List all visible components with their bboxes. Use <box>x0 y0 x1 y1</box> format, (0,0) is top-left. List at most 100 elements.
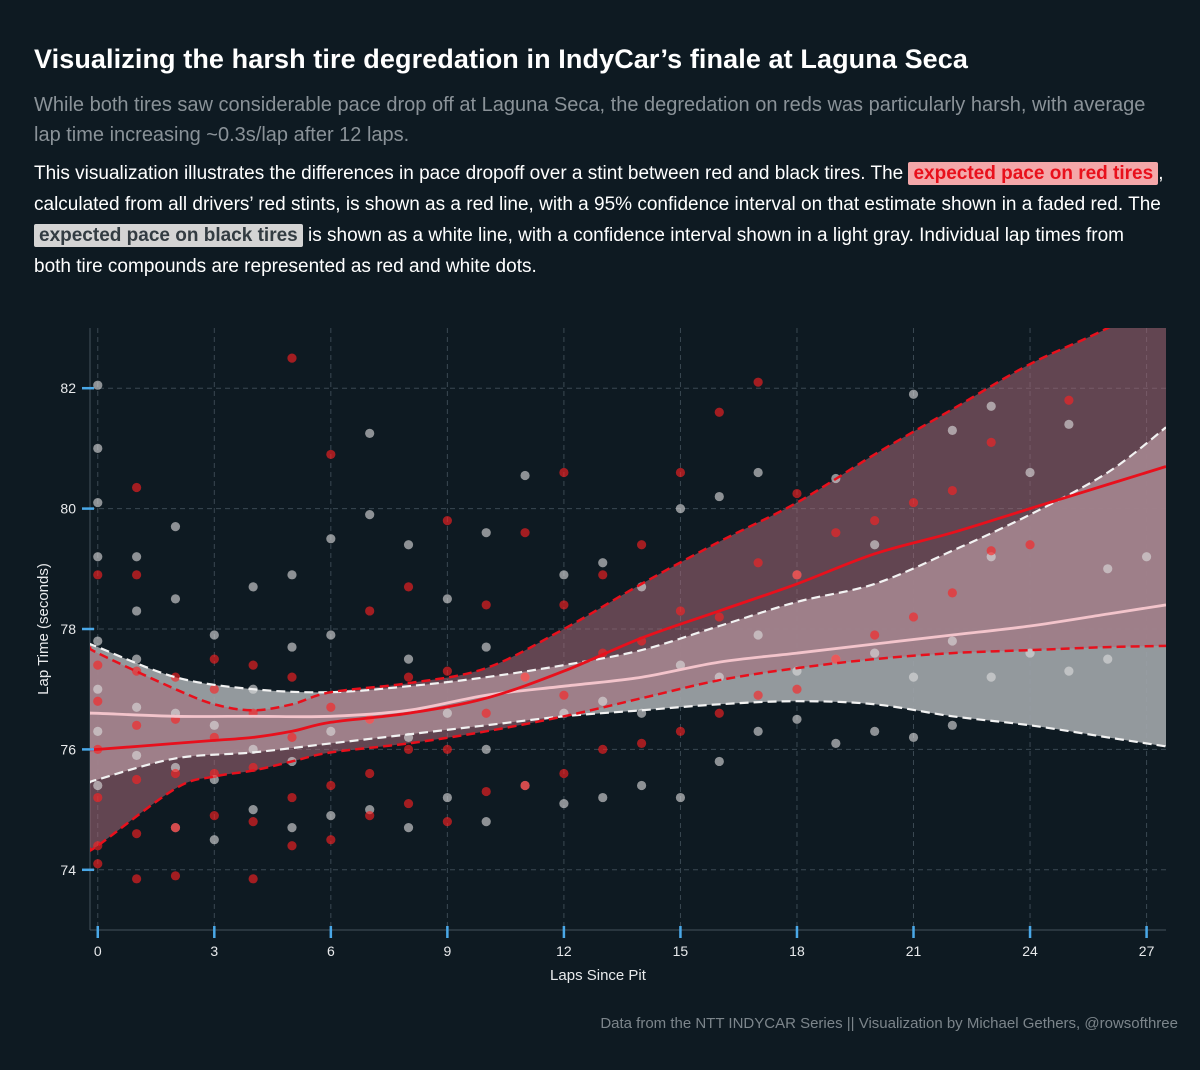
y-tick-label: 76 <box>60 741 76 757</box>
red-tire-lap-point <box>481 786 491 797</box>
black-tire-lap-point <box>675 792 686 803</box>
x-tick-label: 15 <box>673 943 689 959</box>
x-tick-label: 9 <box>443 943 451 959</box>
black-tire-lap-point <box>520 470 530 481</box>
red-tire-lap-point <box>170 768 181 779</box>
x-tick-label: 21 <box>906 943 922 959</box>
y-tick-label: 80 <box>60 501 76 517</box>
y-tick-label: 78 <box>60 621 76 637</box>
black-tire-lap-point <box>93 726 103 736</box>
black-tire-lap-point <box>598 696 608 706</box>
red-tire-lap-point <box>481 600 491 610</box>
black-tire-lap-point <box>753 630 763 640</box>
red-tire-lap-point <box>442 516 452 526</box>
red-tire-lap-point <box>442 817 452 827</box>
red-tire-lap-point <box>831 528 841 538</box>
black-tire-lap-point <box>326 534 336 544</box>
red-tire-lap-point <box>326 835 336 845</box>
red-tire-lap-point <box>326 702 336 712</box>
x-tick-label: 27 <box>1139 943 1155 959</box>
black-tire-lap-point <box>326 811 336 821</box>
black-ci-lower-line <box>90 700 1166 784</box>
x-tick-label: 24 <box>1022 943 1038 959</box>
black-tire-lap-point <box>442 594 452 604</box>
red-tire-lap-point <box>326 449 336 460</box>
red-tire-lap-point <box>248 817 258 827</box>
red-tire-lap-point <box>93 660 103 670</box>
black-tires-highlight: expected pace on black tires <box>34 224 303 247</box>
red-tires-highlight: expected pace on red tires <box>908 162 1159 185</box>
black-tire-lap-point <box>170 594 181 604</box>
y-axis-label: Lap Time (seconds) <box>35 563 52 695</box>
black-tire-lap-point <box>947 720 957 730</box>
x-tick-label: 3 <box>210 943 218 959</box>
black-tire-lap-point <box>93 380 103 390</box>
black-tire-lap-point <box>1064 419 1074 429</box>
red-tire-lap-point <box>598 744 608 755</box>
red-tire-lap-point <box>870 516 880 526</box>
black-tire-lap-point <box>248 805 258 815</box>
black-tire-lap-point <box>947 425 957 435</box>
black-tire-lap-point <box>559 570 569 580</box>
black-tire-lap-point <box>442 792 452 803</box>
red-tire-lap-point <box>93 696 103 706</box>
axes: 74 76 78 80 82 0 3 6 9 12 15 18 21 24 27 Laps Since Pit… <box>35 380 1155 984</box>
red-tire-lap-point <box>170 672 181 682</box>
red-tire-lap-point <box>403 744 414 755</box>
red-tire-lap-point <box>481 708 491 718</box>
y-tick-label: 74 <box>60 862 76 878</box>
red-tire-lap-point <box>170 871 181 881</box>
red-tire-lap-point <box>753 377 763 387</box>
black-tire-lap-point <box>714 756 724 767</box>
black-tire-lap-point <box>209 720 219 730</box>
black-tire-lap-point <box>1141 552 1152 562</box>
black-tire-lap-point <box>365 428 375 438</box>
black-tire-lap-point <box>132 552 142 562</box>
red-tire-lap-point <box>287 732 297 742</box>
red-tire-lap-point <box>714 612 724 622</box>
black-tire-lap-point <box>93 552 103 562</box>
red-tire-lap-point <box>986 546 996 556</box>
black-tire-lap-point <box>908 672 919 682</box>
black-tire-lap-point <box>753 726 763 736</box>
plot-area <box>90 328 1166 884</box>
black-tire-lap-point <box>870 726 880 736</box>
black-tire-lap-point <box>1064 666 1074 676</box>
red-tire-lap-point <box>287 792 297 803</box>
red-tire-lap-point <box>792 570 802 580</box>
black-tire-lap-point <box>1025 467 1035 478</box>
description-text-3: is shown as a white line, with a confide… <box>34 225 1125 277</box>
red-tire-lap-point <box>598 570 608 580</box>
x-tick-label: 18 <box>789 943 805 959</box>
black-tire-lap-point <box>675 504 686 514</box>
red-tire-lap-point <box>675 726 686 736</box>
x-tick-label: 0 <box>94 943 102 959</box>
red-tire-lap-point <box>908 497 919 508</box>
description-text-2: , calculated from all drivers’ red stint… <box>34 163 1164 215</box>
red-tire-lap-point <box>753 558 763 568</box>
red-tire-lap-point <box>287 353 297 363</box>
black-tire-lap-point <box>132 702 142 712</box>
red-tire-lap-point <box>248 660 258 670</box>
chart-description: This visualization illustrates the diffe… <box>34 158 1164 282</box>
red-tire-lap-point <box>753 690 763 700</box>
black-tire-lap-point <box>870 540 880 550</box>
black-tire-lap-point <box>1103 654 1113 664</box>
red-tire-lap-point <box>714 407 724 417</box>
red-tire-lap-point <box>403 672 414 682</box>
black-tire-lap-point <box>93 443 103 453</box>
black-tire-lap-point <box>209 835 219 845</box>
black-tire-lap-point <box>326 630 336 640</box>
black-tire-lap-point <box>481 744 491 755</box>
black-tire-lap-point <box>481 642 491 652</box>
red-tire-lap-point <box>520 780 530 791</box>
red-tire-lap-point <box>93 792 103 803</box>
red-tire-lap-point <box>636 738 647 748</box>
red-tire-lap-point <box>559 768 569 779</box>
black-tire-lap-point <box>1103 564 1113 574</box>
red-ci-upper-line <box>90 328 1111 712</box>
black-tire-lap-point <box>248 582 258 592</box>
black-tire-lap-point <box>93 780 103 791</box>
red-tire-lap-point <box>209 811 219 821</box>
